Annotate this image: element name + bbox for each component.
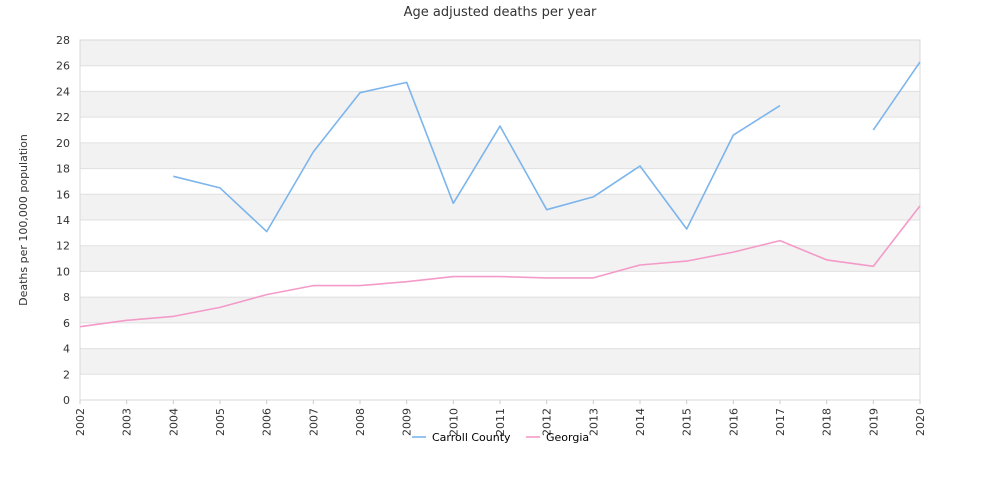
series-lines: [79, 61, 921, 328]
chart-title: Age adjusted deaths per year: [404, 5, 597, 20]
x-tick-label: 2004: [167, 408, 180, 436]
x-tick-label: 2018: [821, 408, 834, 436]
plot-band: [80, 91, 920, 118]
x-tick-label: 2006: [261, 408, 274, 436]
x-tick-label: 2017: [774, 408, 787, 436]
y-tick-label: 14: [56, 214, 70, 227]
x-tick-label: 2012: [541, 408, 554, 436]
x-tick-label: 2013: [587, 408, 600, 436]
legend-label: Carroll County: [432, 431, 511, 444]
x-tick-label: 2010: [447, 408, 460, 436]
legend[interactable]: Carroll County Georgia: [412, 431, 589, 444]
plot-band: [80, 245, 920, 272]
x-tick-label: 2005: [214, 408, 227, 436]
y-tick-label: 4: [63, 343, 70, 356]
x-tick-label: 2019: [867, 408, 880, 436]
y-tick-label: 10: [56, 265, 70, 278]
plot-band: [80, 40, 920, 66]
plot-band: [80, 142, 920, 169]
x-tick-label: 2014: [634, 408, 647, 436]
x-tick-label: 2015: [681, 408, 694, 436]
y-tick-label: 26: [56, 60, 70, 73]
x-tick-label: 2020: [914, 408, 927, 436]
series-line-georgia[interactable]: [79, 205, 921, 328]
y-tick-label: 2: [63, 368, 70, 381]
y-tick-label: 24: [56, 85, 70, 98]
y-tick-label: 20: [56, 137, 70, 150]
y-tick-label: 6: [63, 317, 70, 330]
x-axis-ticks: 2002 2003 2004 2005 2006 2007 2008 2009 2010 2011…: [74, 400, 927, 436]
y-tick-label: 16: [56, 188, 70, 201]
x-tick-label: 2008: [354, 408, 367, 436]
plot-band: [80, 348, 920, 375]
y-axis-label: Deaths per 100,000 population: [17, 134, 30, 306]
y-tick-label: 22: [56, 111, 70, 124]
legend-item-georgia[interactable]: Georgia: [526, 431, 589, 444]
x-tick-label: 2003: [121, 408, 134, 436]
x-tick-label: 2007: [307, 408, 320, 436]
y-tick-label: 28: [56, 34, 70, 47]
x-tick-label: 2011: [494, 408, 507, 436]
x-tick-label: 2016: [727, 408, 740, 436]
plot-bands: [80, 40, 920, 375]
y-tick-label: 18: [56, 163, 70, 176]
y-tick-label: 0: [63, 394, 70, 407]
legend-item-carroll-county[interactable]: Carroll County: [412, 431, 511, 444]
y-tick-label: 12: [56, 240, 70, 253]
plot-band: [80, 194, 920, 220]
legend-label: Georgia: [546, 431, 589, 444]
x-tick-label: 2009: [401, 408, 414, 436]
series-line-carroll-county[interactable]: [173, 61, 921, 233]
plot-band: [80, 297, 920, 323]
x-tick-label: 2002: [74, 408, 87, 436]
y-tick-label: 8: [63, 291, 70, 304]
